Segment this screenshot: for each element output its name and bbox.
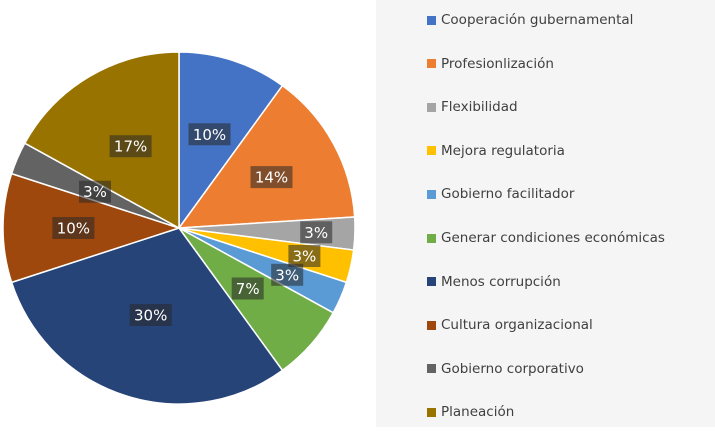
data-label-text: 30% [134,307,167,325]
legend-swatch [427,15,436,25]
data-label-box [288,245,321,267]
data-label-flexibilidad: 3% [300,221,333,244]
legend-label: Cooperación gubernamental [441,12,634,28]
legend-swatch [427,407,436,417]
data-label-gobierno-corporativo: 3% [79,180,111,203]
data-label-planeacion: 17% [109,135,152,158]
legend-swatch [427,320,436,330]
data-label-text: 3% [275,266,299,284]
data-label-generar-condiciones-economicas: 7% [231,277,264,300]
data-label-menos-corrupcion: 30% [129,304,172,326]
data-label-profesionlizacion: 14% [250,166,293,189]
legend-label: Gobierno facilitador [441,186,575,203]
legend-label: Flexibilidad [441,99,518,116]
data-label-text: 3% [304,224,328,242]
legend-item-generar-condiciones-economicas: Generar condiciones económicas [427,228,665,248]
legend-label: Generar condiciones económicas [441,230,665,246]
data-label-cultura-organizacional: 10% [52,217,95,239]
data-label-box [300,221,333,244]
pie-slice-profesionlizacion [177,84,356,229]
data-label-text: 7% [236,280,260,298]
data-label-box [188,123,231,146]
data-label-gobierno-facilitador: 3% [271,263,304,286]
data-label-cooperacion-gubernamental: 10% [188,123,231,146]
data-label-box [52,217,95,239]
data-label-text: 10% [193,126,226,144]
legend-item-cultura-organizacional: Cultura organizacional [427,315,593,335]
data-label-box [271,263,304,286]
data-label-text: 10% [57,220,90,238]
chart-legend: Cooperación gubernamental Profesionlizaci… [376,0,715,427]
legend-swatch [427,189,436,199]
pie-chart: 10% 14% 3% 3% 3% 7% 30% 10% 3% 17% [2,51,356,405]
legend-item-profesionlizacion: Profesionlización [427,54,554,74]
data-label-box [129,304,172,326]
legend-swatch [427,59,436,69]
legend-label: Gobierno corporativo [441,360,584,377]
legend-label: Menos corrupción [441,273,561,290]
legend-swatch [427,233,436,243]
data-label-box [231,277,264,300]
legend-swatch [427,146,436,156]
legend-item-menos-corrupcion: Menos corrupción [427,272,561,292]
legend-item-flexibilidad: Flexibilidad [427,97,518,117]
legend-label: Cultura organizacional [441,317,593,334]
legend-item-gobierno-corporativo: Gobierno corporativo [427,359,584,379]
pie-slice-planeacion [23,51,180,230]
data-label-box [109,135,152,158]
legend-label: Planeación [441,404,515,421]
pie-slice-cooperacion-gubernamental [178,51,284,231]
data-label-text: 3% [293,248,317,266]
data-label-box [250,166,293,189]
data-label-box [79,180,111,203]
legend-label: Mejora regulatoria [441,142,565,159]
legend-item-gobierno-facilitador: Gobierno facilitador [427,184,574,204]
legend-swatch [427,277,436,287]
data-label-text: 3% [83,183,107,201]
legend-item-planeacion: Planeación [427,402,514,422]
data-label-text: 14% [255,169,288,187]
legend-label: Profesionlización [441,55,554,72]
data-label-text: 17% [114,138,147,156]
legend-item-cooperacion-gubernamental: Cooperación gubernamental [427,10,633,30]
legend-swatch [427,364,436,374]
legend-swatch [427,102,436,112]
pie-chart-svg: 10%14%3%3%3%7%30%10%3%17% [2,51,356,405]
data-label-mejora-regulatoria: 3% [288,245,321,267]
legend-item-mejora-regulatoria: Mejora regulatoria [427,141,565,161]
